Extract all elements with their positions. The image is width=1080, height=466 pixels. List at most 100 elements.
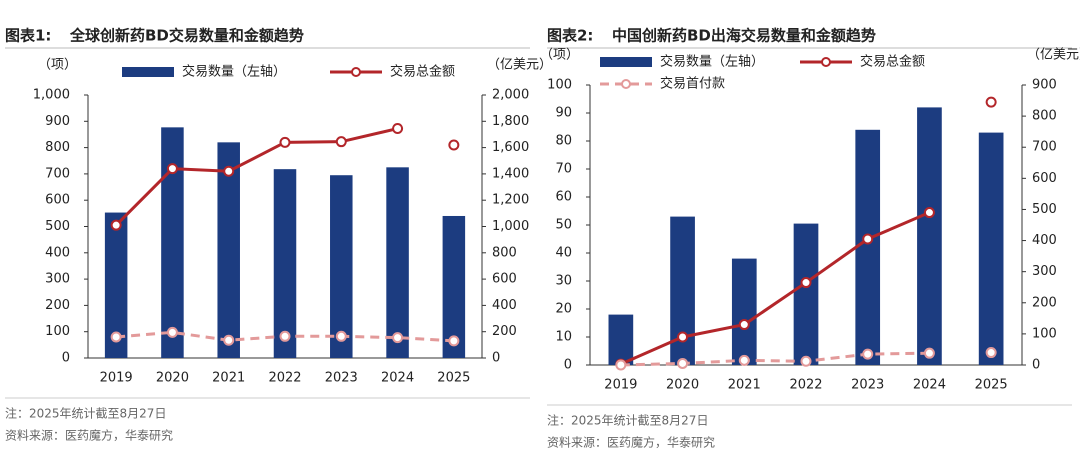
y-tick-label: 800 (45, 140, 70, 155)
legend-label: 交易总金额 (860, 54, 925, 70)
bar (217, 142, 240, 358)
y-tick-label: 90 (555, 106, 572, 121)
bar (442, 215, 466, 358)
bar (608, 314, 634, 365)
line-marker (800, 277, 812, 289)
y2-tick-label: 300 (1032, 264, 1057, 279)
line-marker (448, 335, 460, 347)
y2-axis-label: （亿美元） (1027, 48, 1080, 63)
line-marker (677, 331, 689, 343)
y2-axis-label: （亿美元） (487, 58, 552, 73)
y-tick-label: 0 (62, 351, 70, 366)
legend-label: 交易总金额 (390, 64, 455, 80)
y2-tick-label: 0 (1032, 358, 1040, 373)
y2-tick-label: 800 (492, 245, 517, 260)
y2-tick-label: 400 (1032, 233, 1057, 248)
y2-tick-label: 900 (1032, 78, 1057, 93)
line-marker (923, 207, 935, 219)
line-marker (279, 330, 291, 342)
line-marker (166, 163, 178, 175)
line-marker (223, 334, 235, 346)
bar (386, 167, 409, 358)
y-tick-label: 200 (45, 298, 70, 313)
y-tick-label: 300 (45, 272, 70, 287)
y-tick-label: 600 (45, 193, 70, 208)
x-tick-label: 2024 (381, 371, 414, 386)
line-marker (738, 354, 750, 366)
x-tick-label: 2019 (604, 378, 637, 393)
y-axis-label: （项） (38, 58, 77, 73)
bar (978, 132, 1004, 365)
legend-label: 交易数量（左轴） (182, 64, 286, 80)
line-marker (166, 326, 178, 338)
line-marker (862, 233, 874, 245)
line (620, 351, 930, 367)
legend-swatch (122, 67, 174, 77)
y-tick-label: 1,000 (33, 88, 70, 103)
x-tick-label: 2023 (325, 371, 358, 386)
y-tick-label: 100 (45, 324, 70, 339)
line (115, 127, 398, 227)
y-tick-label: 20 (555, 302, 572, 317)
y-tick-label: 30 (555, 274, 572, 289)
y2-tick-label: 800 (1032, 109, 1057, 124)
line-marker (223, 165, 235, 177)
bar (670, 216, 695, 365)
y2-tick-label: 1,400 (492, 166, 529, 181)
chart-title: 全球创新药BD交易数量和金额趋势 (69, 27, 304, 45)
line-marker (335, 330, 347, 342)
line-marker (738, 319, 750, 331)
y2-tick-label: 200 (492, 324, 517, 339)
y2-tick-label: 1,800 (492, 114, 529, 129)
y2-tick-label: 1,600 (492, 140, 529, 155)
line-marker (862, 348, 874, 360)
y-tick-label: 700 (45, 166, 70, 181)
line-marker (923, 347, 935, 359)
legend-swatch (600, 57, 652, 67)
line-point (985, 96, 997, 108)
x-tick-label: 2019 (100, 371, 133, 386)
line-marker (279, 136, 291, 148)
note: 注：2025年统计截至8月27日 (5, 406, 166, 421)
line-marker (110, 219, 122, 231)
line-point (985, 347, 997, 359)
line-marker (392, 332, 404, 344)
y2-tick-label: 600 (1032, 171, 1057, 186)
x-tick-label: 2021 (212, 371, 245, 386)
line-marker (110, 331, 122, 343)
line-marker (800, 355, 812, 367)
bar (855, 129, 881, 365)
note: 注：2025年统计截至8月27日 (547, 413, 708, 428)
y-tick-label: 0 (564, 358, 572, 373)
x-tick-label: 2022 (268, 371, 301, 386)
chart-title: 中国创新药BD出海交易数量和金额趋势 (612, 27, 876, 45)
bar (917, 107, 942, 366)
line-marker (677, 357, 689, 369)
x-tick-label: 2020 (666, 378, 699, 393)
chart-title-label: 图表1: (5, 27, 51, 45)
y-tick-label: 100 (547, 78, 572, 93)
bar (731, 258, 757, 365)
legend-label: 交易首付款 (660, 76, 725, 92)
y-tick-label: 40 (555, 246, 572, 261)
bar (161, 127, 184, 358)
y2-tick-label: 1,000 (492, 219, 529, 234)
y-tick-label: 10 (555, 330, 572, 345)
y-tick-label: 70 (555, 162, 572, 177)
line-marker (615, 359, 627, 371)
y2-tick-label: 100 (1032, 326, 1057, 341)
legend-marker (621, 79, 631, 89)
y-tick-label: 500 (45, 219, 70, 234)
y2-tick-label: 600 (492, 272, 517, 287)
line-marker (335, 136, 347, 148)
note: 资料来源：医药魔方，华泰研究 (547, 435, 715, 450)
x-tick-label: 2020 (156, 371, 189, 386)
y2-tick-label: 400 (492, 298, 517, 313)
y2-tick-label: 1,200 (492, 193, 529, 208)
x-tick-label: 2021 (728, 378, 761, 393)
y2-tick-label: 2,000 (492, 88, 529, 103)
bar (273, 169, 297, 358)
note: 资料来源：医药魔方，华泰研究 (5, 428, 173, 443)
